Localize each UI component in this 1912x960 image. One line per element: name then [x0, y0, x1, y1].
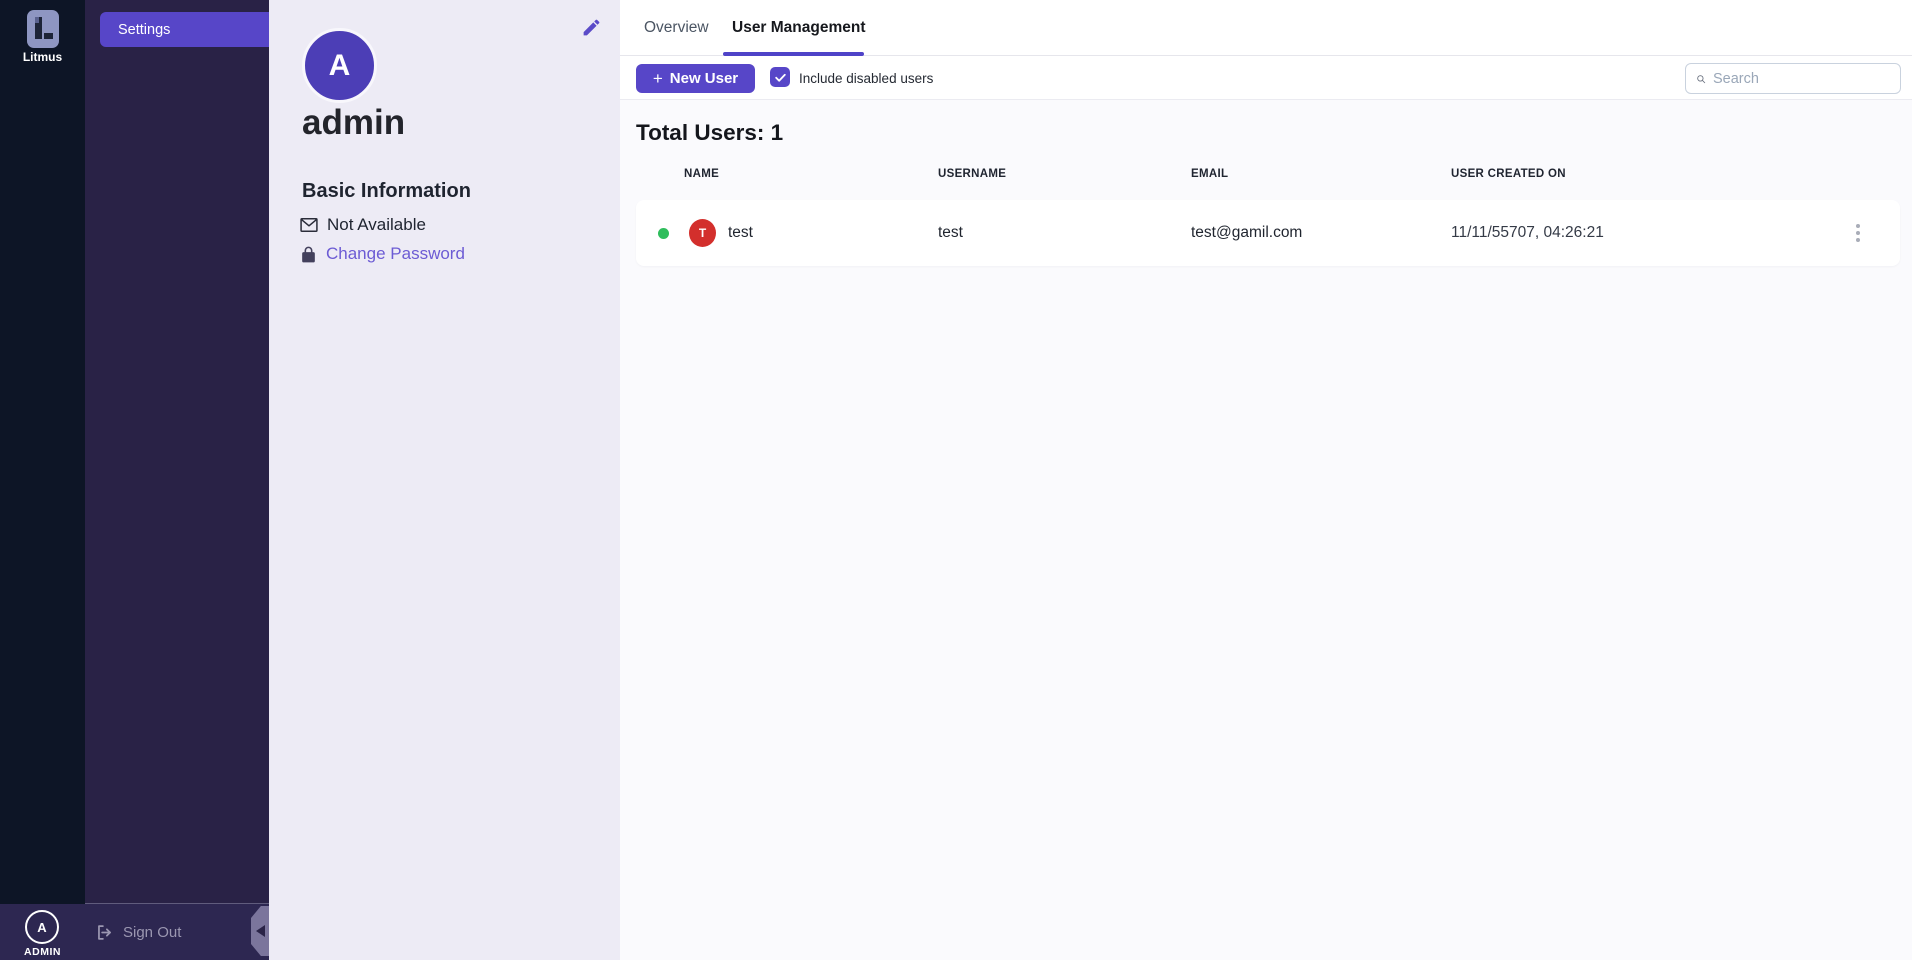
tab-user-management[interactable]: User Management	[732, 0, 866, 55]
user-toolbar: + New User Include disabled users	[620, 56, 1912, 100]
admin-avatar-initial: A	[37, 919, 47, 935]
sidebar-rail: Litmus	[0, 0, 85, 904]
row-actions-kebab-icon[interactable]	[1842, 217, 1874, 249]
column-header-email: EMAIL	[1191, 168, 1229, 180]
cell-email: test@gamil.com	[1191, 224, 1303, 241]
sidebar-nav: Settings	[85, 0, 269, 904]
litmus-logo[interactable]	[0, 10, 85, 53]
cell-created-on: 11/11/55707, 04:26:21	[1451, 224, 1604, 241]
column-header-created-on: USER CREATED ON	[1451, 168, 1566, 180]
cell-username: test	[938, 224, 963, 241]
tab-user-management-label: User Management	[732, 18, 866, 36]
main-content: Overview User Management + New User Incl…	[620, 0, 1912, 960]
tab-overview[interactable]: Overview	[644, 0, 709, 55]
tab-bar: Overview User Management	[620, 0, 1912, 56]
column-header-name: NAME	[684, 168, 720, 180]
sidebar-footer: A ADMIN Sign Out	[0, 903, 269, 960]
settings-label: Settings	[118, 21, 171, 38]
plus-icon: +	[652, 69, 663, 88]
user-avatar-initial: T	[698, 226, 707, 240]
include-disabled-label: Include disabled users	[799, 70, 934, 86]
profile-panel: A admin Basic Information Not Available …	[269, 0, 620, 960]
profile-avatar: A	[302, 28, 377, 103]
table-row[interactable]: T test test test@gamil.com 11/11/55707, …	[636, 200, 1900, 266]
email-row: Not Available	[299, 215, 426, 235]
user-avatar: T	[689, 219, 716, 247]
email-value: Not Available	[327, 215, 426, 234]
edit-profile-button[interactable]	[578, 14, 604, 40]
tab-overview-label: Overview	[644, 18, 709, 36]
sign-out-label: Sign Out	[123, 923, 182, 941]
search-box	[1685, 63, 1901, 94]
sign-out-button[interactable]: Sign Out	[95, 904, 181, 960]
check-icon	[774, 73, 786, 82]
search-icon	[1697, 74, 1706, 83]
total-users-heading: Total Users: 1	[636, 120, 784, 145]
column-header-username: USERNAME	[938, 168, 1007, 180]
active-tab-indicator	[723, 52, 864, 56]
brand-label: Litmus	[22, 50, 63, 64]
profile-avatar-initial: A	[328, 48, 351, 82]
sidebar-item-settings[interactable]: Settings	[100, 12, 269, 47]
change-password-row: Change Password	[299, 244, 465, 264]
search-input[interactable]	[1713, 70, 1900, 87]
new-user-label: New User	[669, 70, 739, 87]
lock-icon	[302, 246, 315, 262]
basic-information-title: Basic Information	[302, 180, 471, 202]
new-user-button[interactable]: + New User	[636, 64, 755, 93]
include-disabled-checkbox[interactable]	[770, 67, 790, 87]
status-active-dot	[658, 228, 669, 239]
admin-badge-label: ADMIN	[24, 946, 61, 958]
admin-badge[interactable]: A ADMIN	[0, 904, 85, 960]
logout-icon	[98, 924, 111, 940]
user-list-area: Total Users: 1 NAME USERNAME EMAIL USER …	[620, 100, 1912, 960]
cell-name: test	[728, 224, 753, 241]
admin-avatar: A	[25, 910, 59, 944]
mail-icon	[300, 218, 318, 232]
pencil-icon	[583, 19, 599, 35]
collapse-sidebar-handle[interactable]	[251, 906, 273, 956]
profile-name: admin	[302, 103, 406, 142]
change-password-link[interactable]: Change Password	[326, 244, 465, 263]
chevron-left-icon	[256, 925, 265, 937]
